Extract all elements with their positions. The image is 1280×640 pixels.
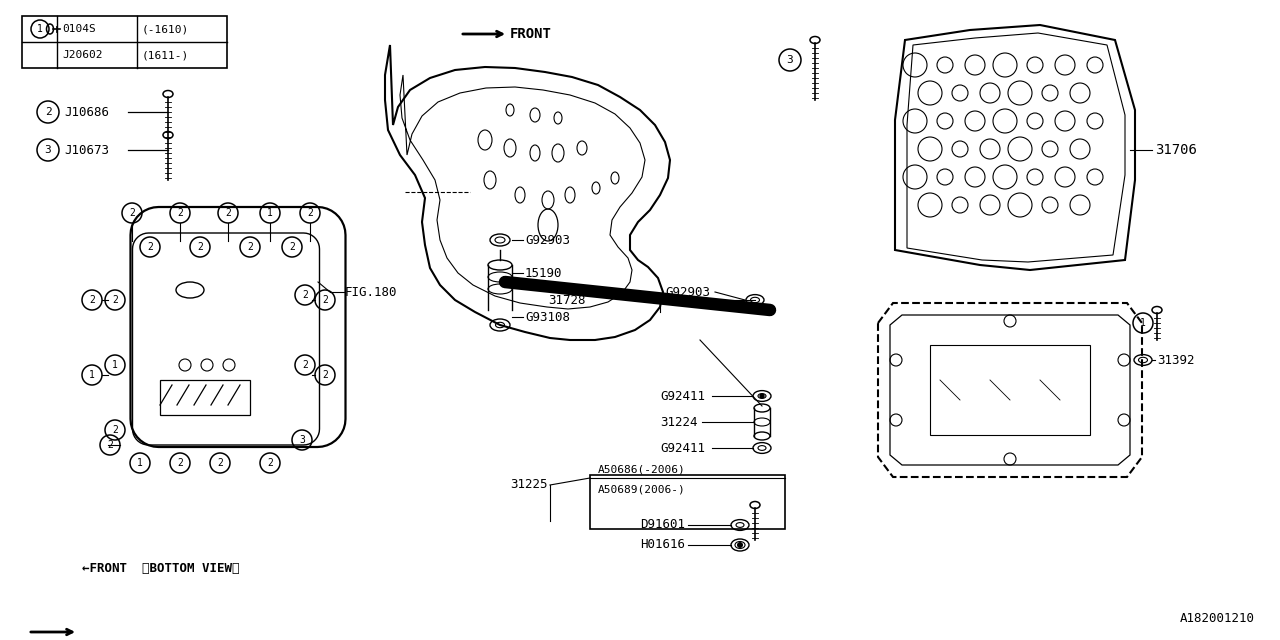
Text: 2: 2 [323,370,328,380]
Text: 2: 2 [113,425,118,435]
Text: 1: 1 [268,208,273,218]
Text: 15190: 15190 [525,266,562,280]
Text: 31225: 31225 [511,479,548,492]
Text: 1: 1 [113,360,118,370]
Text: (-1610): (-1610) [142,24,189,34]
Text: 3: 3 [300,435,305,445]
Text: 2: 2 [108,440,113,450]
Text: 2: 2 [197,242,204,252]
Text: G93108: G93108 [525,310,570,323]
Text: FRONT: FRONT [509,27,552,41]
Text: 2: 2 [45,107,51,117]
Text: 3: 3 [45,145,51,155]
Text: G92903: G92903 [666,285,710,298]
Text: A50686(-2006): A50686(-2006) [598,465,686,475]
Text: 2: 2 [218,458,223,468]
Bar [22,16,227,68]
Text: 2: 2 [268,458,273,468]
Text: 31728: 31728 [548,294,585,307]
Text: 2: 2 [307,208,312,218]
Bar [160,380,250,415]
Text: 2: 2 [113,295,118,305]
Bar [590,475,785,529]
Text: 2: 2 [129,208,134,218]
Text: FIG.180: FIG.180 [346,285,398,298]
Text: 2: 2 [247,242,253,252]
Text: 2: 2 [147,242,152,252]
Text: 31706: 31706 [1155,143,1197,157]
Text: 1: 1 [137,458,143,468]
Text: 31392: 31392 [1157,353,1194,367]
Bar [931,345,1091,435]
Text: 0104S: 0104S [61,24,96,34]
Text: 2: 2 [177,458,183,468]
Text: A50689(2006-): A50689(2006-) [598,485,686,495]
Text: 2: 2 [90,295,95,305]
Text: 2: 2 [302,290,308,300]
Text: G92903: G92903 [525,234,570,246]
Text: 2: 2 [289,242,294,252]
Text: ←FRONT  〈BOTTOM VIEW〉: ←FRONT 〈BOTTOM VIEW〉 [82,561,239,575]
Text: G92411: G92411 [660,442,705,454]
Text: D91601: D91601 [640,518,685,531]
Text: 2: 2 [323,295,328,305]
Circle shape [760,394,764,398]
Text: J10686: J10686 [64,106,109,118]
Text: (1611-): (1611-) [142,50,189,60]
Text: 1: 1 [37,24,44,34]
Text: G92411: G92411 [660,390,705,403]
Text: 2: 2 [225,208,230,218]
Text: 1: 1 [90,370,95,380]
Text: 3: 3 [787,55,794,65]
Text: 2: 2 [177,208,183,218]
Text: J10673: J10673 [64,143,109,157]
Circle shape [737,542,742,548]
Text: 31224: 31224 [660,415,698,429]
Text: J20602: J20602 [61,50,102,60]
Text: 1: 1 [1140,318,1146,328]
Text: H01616: H01616 [640,538,685,552]
Text: 2: 2 [302,360,308,370]
Text: A182001210: A182001210 [1180,612,1254,625]
